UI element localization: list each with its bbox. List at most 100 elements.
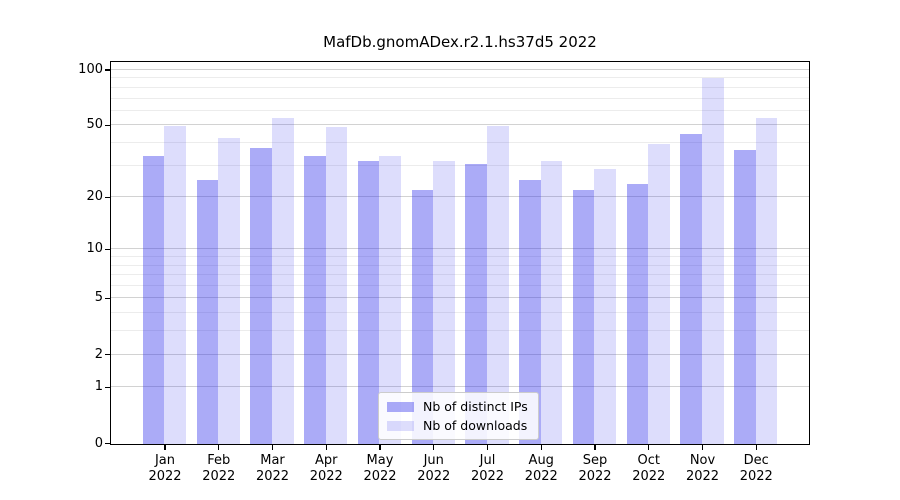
legend-swatch-distinct-ips bbox=[387, 401, 414, 412]
gridline-major bbox=[111, 196, 809, 198]
bar-group-mar bbox=[250, 63, 294, 444]
gridline-minor bbox=[111, 109, 809, 111]
bar-group-jun bbox=[411, 63, 455, 444]
x-tick-label-sep: Sep 2022 bbox=[563, 453, 627, 485]
x-tick-year: 2022 bbox=[363, 469, 397, 484]
bar-distinct-ips-apr bbox=[304, 156, 326, 444]
bar-distinct-ips-may bbox=[357, 161, 380, 444]
x-tick-year: 2022 bbox=[739, 469, 773, 484]
x-tick-label-mar: Mar 2022 bbox=[241, 453, 305, 485]
x-tick-year: 2022 bbox=[417, 469, 451, 484]
x-tick-year: 2022 bbox=[470, 469, 505, 484]
x-tick-month: Jun bbox=[423, 453, 444, 468]
y-tick-label-20: 20 bbox=[86, 189, 103, 205]
x-tick-label-dec: Dec 2022 bbox=[724, 453, 788, 485]
x-tick-year: 2022 bbox=[524, 469, 558, 484]
plot-inner bbox=[111, 62, 809, 444]
x-tick-label-aug: Aug 2022 bbox=[509, 453, 573, 485]
x-tick-mark bbox=[486, 445, 489, 450]
gridline-minor bbox=[111, 285, 809, 287]
legend-swatch-downloads bbox=[387, 420, 414, 431]
bar-distinct-ips-oct bbox=[626, 183, 649, 444]
x-tick-month: Apr bbox=[315, 453, 338, 468]
gridline-minor bbox=[111, 141, 809, 143]
bar-downloads-oct bbox=[648, 143, 670, 444]
x-tick-label-apr: Apr 2022 bbox=[294, 453, 358, 485]
x-tick-label-jan: Jan 2022 bbox=[133, 453, 197, 485]
x-tick-year: 2022 bbox=[255, 469, 290, 484]
bar-distinct-ips-aug bbox=[519, 180, 541, 444]
legend-item-downloads: Nb of downloads bbox=[387, 418, 528, 433]
bar-distinct-ips-dec bbox=[734, 149, 756, 444]
bar-distinct-ips-mar bbox=[250, 147, 272, 444]
y-tick-label-100: 100 bbox=[78, 62, 103, 77]
x-tick-mark bbox=[755, 445, 757, 450]
bar-group-oct bbox=[626, 63, 670, 444]
x-tick-mark bbox=[648, 445, 650, 450]
x-tick-mark bbox=[433, 445, 435, 450]
x-tick-month: May bbox=[366, 453, 394, 468]
legend-label-downloads: Nb of downloads bbox=[423, 418, 528, 433]
bar-group-may bbox=[357, 63, 402, 444]
gridline-major bbox=[111, 353, 809, 355]
x-tick-year: 2022 bbox=[578, 469, 612, 484]
x-tick-month: Oct bbox=[637, 453, 660, 468]
y-tick-label-1: 1 bbox=[94, 379, 103, 395]
x-tick-label-nov: Nov 2022 bbox=[671, 453, 735, 485]
x-tick-mark bbox=[218, 445, 220, 450]
gridline-major bbox=[111, 69, 809, 70]
bar-downloads-jan bbox=[164, 125, 187, 444]
bar-distinct-ips-feb bbox=[196, 180, 219, 444]
gridline-major bbox=[111, 386, 809, 388]
gridline-minor bbox=[111, 77, 809, 79]
x-tick-month: Nov bbox=[689, 453, 716, 468]
x-tick-mark bbox=[164, 445, 166, 450]
bar-group-sep bbox=[572, 63, 617, 444]
bar-distinct-ips-jan bbox=[142, 156, 165, 444]
bar-downloads-may bbox=[379, 156, 402, 444]
legend-label-distinct-ips: Nb of distinct IPs bbox=[423, 399, 528, 414]
x-tick-mark bbox=[325, 445, 327, 450]
legend: Nb of distinct IPs Nb of downloads bbox=[378, 392, 539, 440]
bar-downloads-jul bbox=[486, 125, 509, 444]
bar-distinct-ips-jun bbox=[411, 190, 434, 444]
y-tick-label-10: 10 bbox=[86, 241, 103, 257]
x-tick-year: 2022 bbox=[148, 469, 182, 484]
bar-downloads-aug bbox=[540, 161, 563, 444]
x-tick-month: Mar bbox=[260, 453, 285, 468]
gridline-major bbox=[111, 297, 809, 299]
bar-downloads-jun bbox=[433, 161, 455, 444]
gridline-minor bbox=[111, 312, 809, 314]
gridline-minor bbox=[111, 330, 809, 332]
y-tick-label-50: 50 bbox=[86, 117, 103, 133]
x-tick-mark bbox=[271, 445, 274, 450]
y-tick-label-5: 5 bbox=[94, 290, 103, 306]
x-tick-label-jun: Jun 2022 bbox=[402, 453, 466, 485]
gridline-minor bbox=[111, 264, 809, 266]
y-tick-label-0: 0 bbox=[94, 435, 103, 451]
x-tick-label-feb: Feb 2022 bbox=[187, 453, 251, 485]
bar-group-aug bbox=[519, 63, 563, 444]
plot-area bbox=[110, 61, 810, 445]
x-tick-month: Aug bbox=[528, 453, 554, 468]
bar-downloads-nov bbox=[701, 78, 724, 444]
gridline-minor bbox=[111, 274, 809, 276]
gridline-minor bbox=[111, 97, 809, 99]
bar-group-jan bbox=[142, 63, 187, 444]
bar-group-nov bbox=[680, 63, 724, 444]
bar-downloads-mar bbox=[271, 118, 294, 444]
gridline-major bbox=[111, 248, 809, 250]
bar-group-dec bbox=[734, 63, 778, 444]
bar-downloads-sep bbox=[594, 168, 617, 444]
x-tick-month: Jul bbox=[479, 453, 496, 468]
gridline-minor bbox=[111, 86, 809, 88]
x-tick-mark bbox=[379, 445, 381, 450]
x-tick-month: Feb bbox=[207, 453, 231, 468]
chart-title: MafDb.gnomADex.r2.1.hs37d5 2022 bbox=[323, 33, 597, 51]
gridline-minor bbox=[111, 164, 809, 166]
bar-distinct-ips-jul bbox=[465, 163, 487, 444]
y-tick-label-2: 2 bbox=[94, 346, 103, 362]
bar-group-jul bbox=[465, 63, 509, 444]
bar-group-apr bbox=[304, 63, 348, 444]
x-tick-month: Sep bbox=[582, 453, 608, 468]
